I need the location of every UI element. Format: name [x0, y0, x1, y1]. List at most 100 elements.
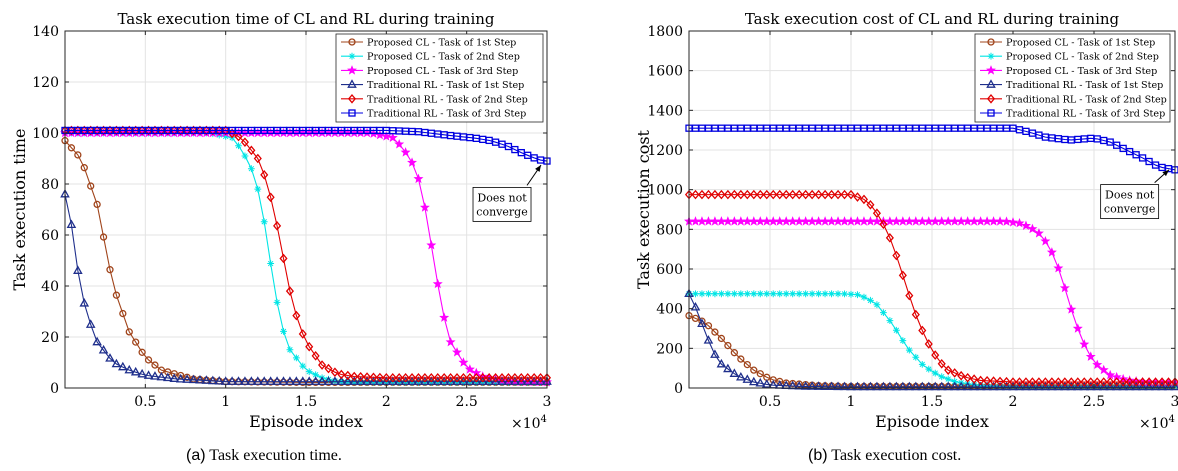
y-tick-label-8: 1600 [647, 64, 683, 80]
series-3-point-56 [1047, 381, 1057, 391]
series-3-point-28 [240, 376, 250, 385]
series-3-point-39 [936, 381, 947, 391]
legend-item-3: Traditional RL - Task of 1st Step [980, 79, 1163, 91]
legend-marker-3 [986, 79, 996, 88]
series-3-point-72 [1150, 381, 1161, 391]
series-3-point-74 [1163, 381, 1174, 391]
series-2-point-41 [949, 216, 960, 226]
series-3-point-20 [813, 381, 824, 390]
legend-marker-5 [348, 109, 356, 117]
series-4-point-23 [208, 125, 217, 136]
series-3-point-52 [394, 376, 404, 385]
series-2-point-8 [735, 216, 746, 226]
y-tick-label-1: 20 [41, 330, 59, 346]
y-tick-label-9: 1800 [647, 24, 683, 40]
series-3-point-49 [375, 376, 385, 385]
series-1-point-8 [737, 290, 745, 298]
series-4-point-36 [292, 310, 301, 321]
legend-label-3: Traditional RL - Task of 1st Step [367, 80, 524, 91]
series-4-point-56 [420, 372, 429, 383]
series-3-point-36 [291, 376, 302, 385]
series-4-point-49 [1002, 376, 1011, 387]
series-1-point-6 [724, 290, 732, 298]
series-3-point-23 [208, 375, 218, 385]
legend-item-0: Proposed CL - Task of 1st Step [341, 38, 516, 49]
series-4-point-71 [517, 372, 526, 383]
series-3-point-27 [233, 376, 244, 385]
legend-marker-5 [987, 109, 995, 117]
series-3-point-12 [137, 368, 147, 378]
series-3-point-31 [885, 381, 895, 391]
series-1-point-4 [711, 290, 719, 298]
series-4-point-44 [970, 374, 979, 384]
series-4-point-33 [273, 221, 282, 231]
series-4-point-60 [446, 372, 455, 383]
series-4-point-58 [433, 372, 442, 383]
series-2-point-50 [1008, 217, 1018, 227]
series-3-point-29 [246, 376, 257, 385]
legend-label-1: Proposed CL - Task of 2nd Step [1006, 52, 1159, 63]
series-4-point-57 [1054, 377, 1063, 387]
legend-item-2: Proposed CL - Task of 3rd Step [341, 65, 518, 77]
series-2-point-17 [794, 216, 805, 226]
series-3-point-69 [503, 376, 514, 385]
series-2-point-63 [1092, 359, 1103, 370]
series-1-point-36 [918, 360, 926, 368]
series-3-point-17 [169, 373, 180, 382]
series-4-point-14 [775, 189, 784, 200]
y-axis-label: Task execution time [10, 129, 29, 291]
series-1-point-9 [743, 290, 751, 298]
series-4-point-40 [318, 360, 327, 370]
series-4-point-26 [853, 192, 862, 202]
x-multiplier-exponent: 4 [541, 414, 547, 425]
series-4-point-16 [163, 125, 172, 136]
series-2-point-40 [943, 216, 954, 226]
series-3-point-37 [297, 376, 308, 385]
series-0-point-4 [87, 182, 95, 190]
series-4-point-32 [266, 192, 275, 203]
series-2-point-56 [419, 202, 430, 212]
series-4-point-36 [918, 325, 927, 336]
series-4-point-59 [440, 372, 449, 383]
y-tick-label-4: 800 [656, 222, 683, 238]
series-2-point-61 [452, 347, 462, 357]
series-4-point-10 [749, 189, 758, 200]
series-3-point-47 [988, 381, 999, 391]
series-4-point-15 [782, 189, 791, 200]
series-3-point-48 [368, 376, 379, 385]
y-tick-label-0: 0 [50, 381, 59, 397]
series-3-point-72 [522, 376, 533, 385]
series-3-point-5 [92, 336, 102, 346]
series-4-point-45 [976, 375, 985, 386]
series-1-point-22 [828, 290, 835, 298]
series-2-point-52 [1020, 220, 1031, 230]
x-multiplier: ×104 [1139, 414, 1175, 432]
series-4-point-17 [170, 125, 179, 136]
y-tick-label-7: 1400 [647, 103, 683, 119]
series-3-point-52 [1021, 381, 1031, 391]
series-3-point-62 [1085, 381, 1096, 391]
series-2-point-6 [722, 216, 733, 226]
series-2-point-14 [774, 216, 785, 226]
series-1-point-33 [273, 298, 281, 306]
series-4-point-55 [1041, 377, 1050, 387]
series-4-point-26 [228, 128, 237, 139]
series-0-point-7 [730, 349, 739, 357]
series-4-point-24 [215, 125, 224, 136]
series-3-point-65 [1105, 381, 1116, 391]
series-4-point-18 [801, 189, 810, 200]
series-0-point-14 [151, 361, 159, 369]
series-1-point-46 [983, 382, 991, 390]
series-4-point-21 [195, 125, 205, 136]
series-3-point-32 [891, 381, 902, 391]
chart-title: Task execution cost of CL and RL during … [745, 10, 1120, 28]
series-4-point-5 [717, 189, 726, 200]
y-axis-label: Task execution cost [634, 129, 653, 289]
series-1-point-35 [286, 346, 294, 354]
series-0-point-8 [112, 291, 121, 299]
caption-a-text: Task execution time. [209, 447, 342, 464]
series-3-point-22 [826, 381, 837, 391]
series-4-point-25 [846, 189, 856, 200]
series-3-point-2 [697, 318, 707, 327]
series-4-point-72 [523, 372, 532, 383]
